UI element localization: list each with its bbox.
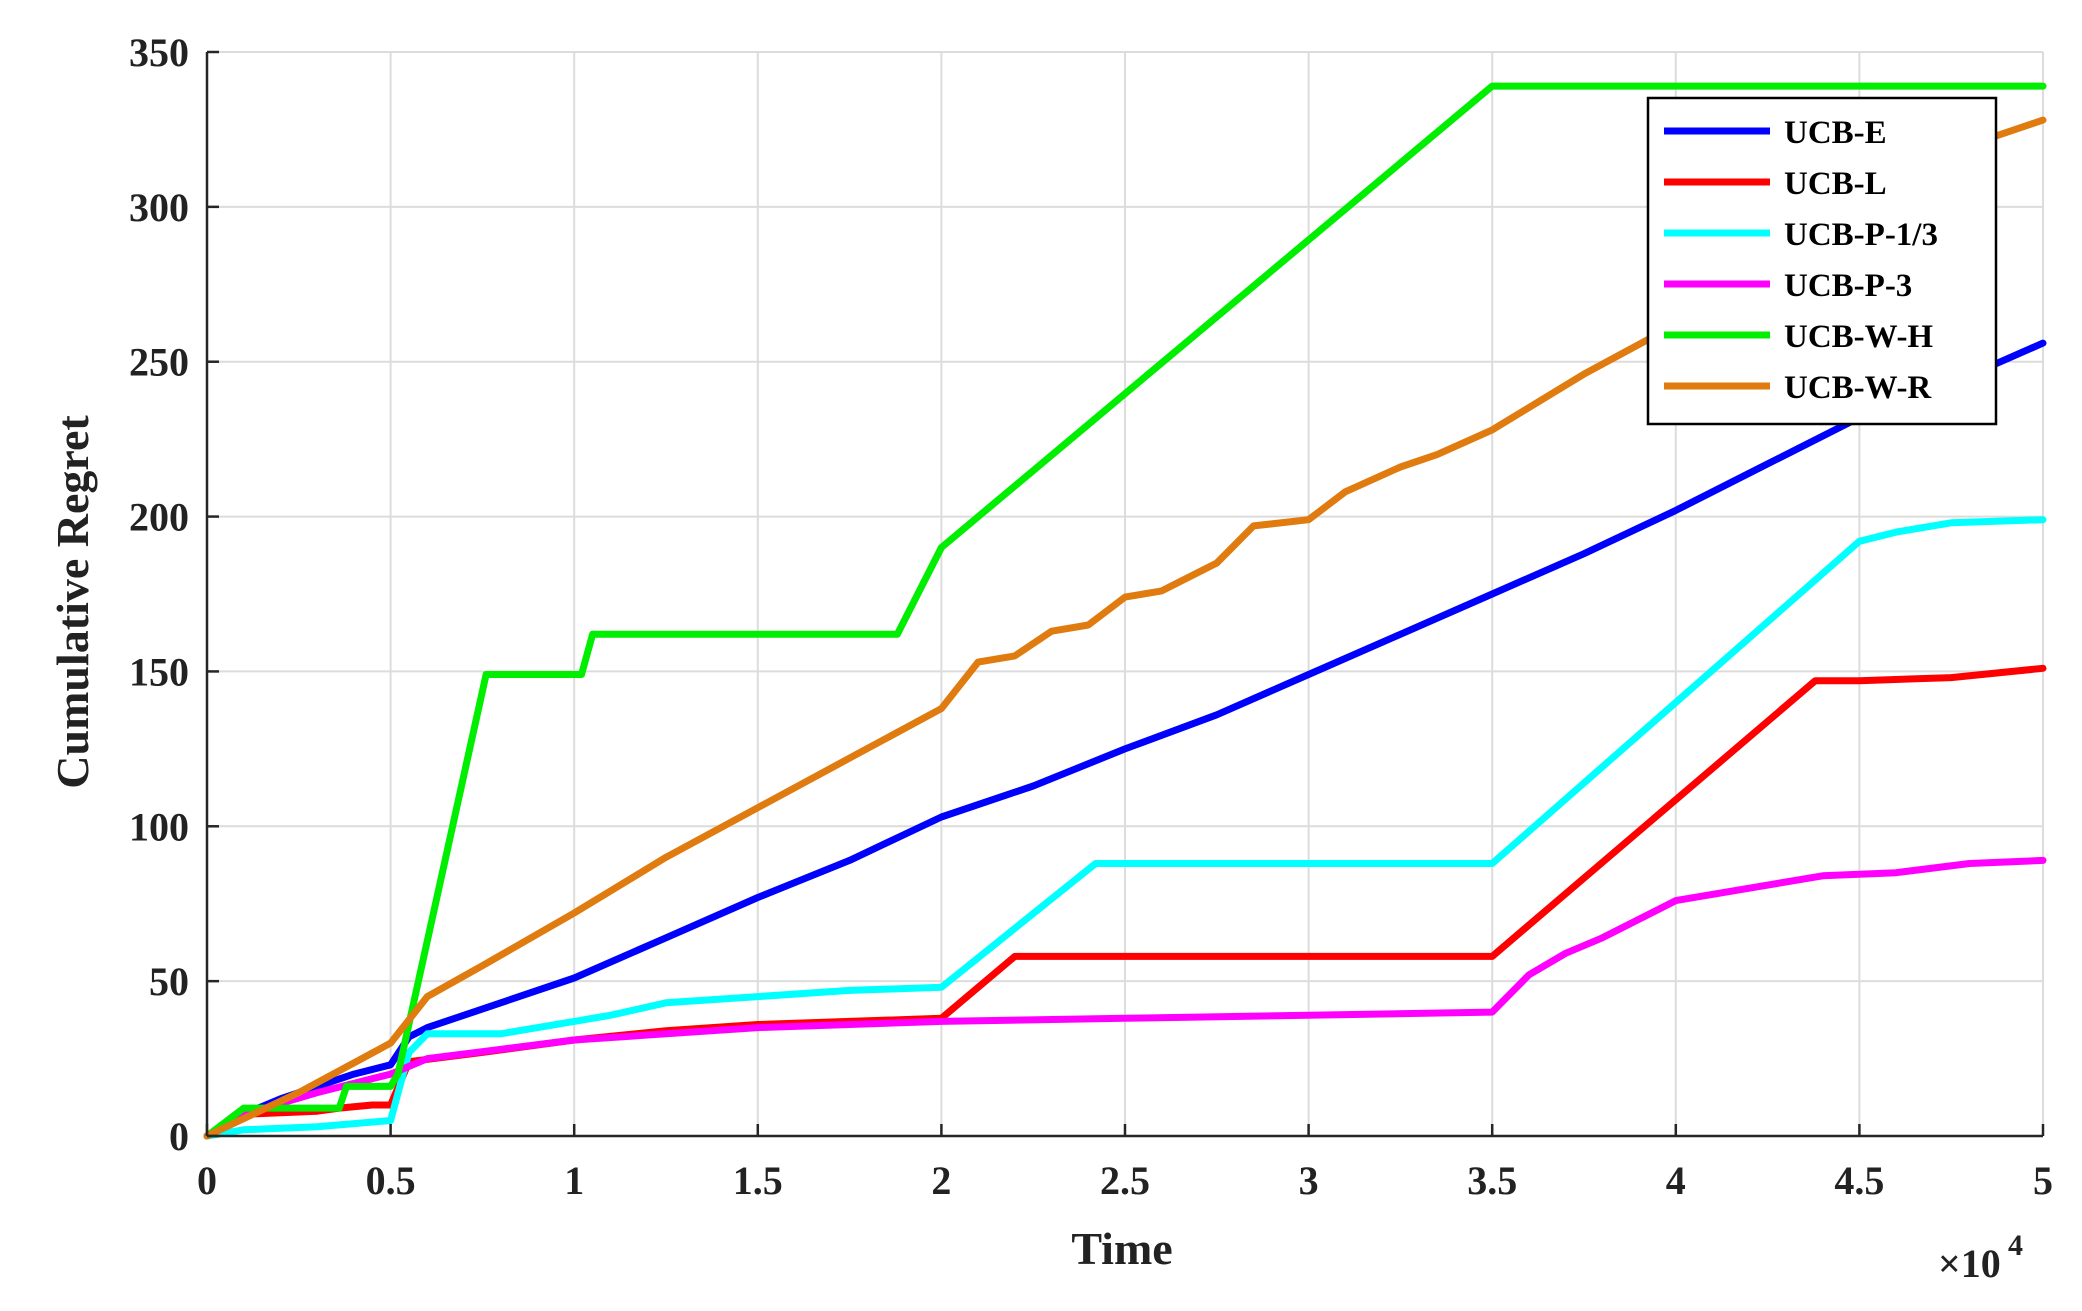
legend-label-ucb-w-r: UCB-W-R	[1784, 370, 1932, 406]
x-tick-label: 4	[1666, 1158, 1686, 1203]
x-tick-label: 1.5	[733, 1158, 783, 1203]
x-multiplier-base: ×10	[1938, 1241, 2001, 1286]
y-tick-label: 100	[129, 804, 189, 849]
legend: UCB-E UCB-L UCB-P-1/3 UCB-P-3 UCB-W-H UCB-W-R	[1646, 96, 1998, 426]
legend-box	[1646, 96, 1998, 426]
y-tick-label: 0	[169, 1114, 189, 1159]
x-multiplier-exponent: 4	[2008, 1229, 2023, 1262]
x-tick-label: 4.5	[1834, 1158, 1884, 1203]
y-axis-label: Cumulative Regret	[47, 415, 98, 789]
legend-label-ucb-p-1-3: UCB-P-1/3	[1784, 217, 1938, 253]
x-tick-label: 3.5	[1467, 1158, 1517, 1203]
x-tick-label: 0.5	[366, 1158, 416, 1203]
x-tick-label: 2.5	[1100, 1158, 1150, 1203]
x-axis-label: Time	[1071, 1223, 1172, 1274]
legend-label-ucb-p-3: UCB-P-3	[1784, 268, 1912, 304]
series-line-ucb-p-1-3	[203, 516, 2047, 1140]
axes	[205, 50, 2045, 1138]
y-tick-label: 350	[129, 30, 189, 75]
series-line-ucb-w-h	[203, 82, 2047, 1140]
y-tick-label: 50	[149, 959, 189, 1004]
plot-series	[203, 82, 2047, 1140]
y-tick-label: 250	[129, 340, 189, 385]
series-line-ucb-e	[203, 339, 2047, 1140]
legend-label-ucb-w-h: UCB-W-H	[1784, 319, 1933, 355]
series-line-ucb-p-3	[203, 856, 2047, 1140]
x-tick-label: 3	[1299, 1158, 1319, 1203]
y-tick-label: 200	[129, 495, 189, 540]
legend-label-ucb-e: UCB-E	[1784, 115, 1887, 151]
x-tick-label: 2	[931, 1158, 951, 1203]
x-tick-label: 5	[2033, 1158, 2053, 1203]
x-multiplier: ×10 4	[1938, 1229, 2023, 1286]
tick-labels: 0 0.5 1 1.5 2 2.5 3 3.5 4 4.5 50501001502002503003…	[129, 30, 2053, 1203]
x-tick-label: 1	[564, 1158, 584, 1203]
legend-label-ucb-l: UCB-L	[1784, 166, 1887, 202]
y-tick-label: 300	[129, 185, 189, 230]
series-line-ucb-w-r	[203, 116, 2047, 1140]
x-tick-label: 0	[197, 1158, 217, 1203]
y-tick-label: 150	[129, 649, 189, 694]
